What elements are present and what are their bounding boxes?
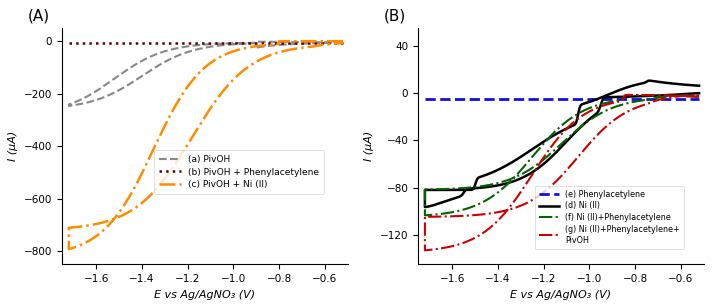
(a) PivOH: [283, 40, 291, 44]
Legend: (e) Phenylacetylene, (d) Ni (II), (f) Ni (II)+Phenylacetylene, (g) Ni (II)+Pheny: (e) Phenylacetylene, (d) Ni (II), (f) Ni…: [535, 186, 684, 249]
(f) Ni (II)+Phenylacetylene: [506, 180, 514, 184]
Line: (c) PivOH + Ni (II): (c) PivOH + Ni (II): [69, 41, 343, 249]
(a) PivOH: [339, 41, 347, 44]
(e) Phenylacetylene: [593, 97, 602, 101]
(e) Phenylacetylene: [529, 97, 538, 101]
(b) PivOH + Phenylacetylene: [237, 42, 246, 45]
(a) PivOH: [168, 56, 177, 60]
(f) Ni (II)+Phenylacetylene: [687, 93, 696, 97]
(g) Ni (II)+Phenylacetylene+
PivOH: [695, 93, 703, 97]
(g) Ni (II)+Phenylacetylene+
PivOH: [592, 135, 600, 138]
(g) Ni (II)+Phenylacetylene+
PivOH: [695, 95, 703, 99]
(b) PivOH + Phenylacetylene: [339, 42, 347, 45]
(b) PivOH + Phenylacetylene: [264, 42, 273, 45]
(e) Phenylacetylene: [421, 97, 429, 101]
X-axis label: E vs Ag/AgNO₃ (V): E vs Ag/AgNO₃ (V): [155, 290, 256, 300]
(b) PivOH + Phenylacetylene: [154, 42, 162, 45]
Line: (d) Ni (II): (d) Ni (II): [425, 81, 699, 207]
(b) PivOH + Phenylacetylene: [263, 42, 271, 45]
(c) PivOH + Ni (II): [339, 39, 347, 43]
(f) Ni (II)+Phenylacetylene: [421, 213, 429, 217]
(e) Phenylacetylene: [695, 97, 703, 101]
Legend: (a) PivOH, (b) PivOH + Phenylacetylene, (c) PivOH + Ni (II): (a) PivOH, (b) PivOH + Phenylacetylene, …: [155, 150, 324, 194]
Y-axis label: I (μA): I (μA): [365, 131, 375, 161]
(g) Ni (II)+Phenylacetylene+
PivOH: [421, 249, 429, 252]
X-axis label: E vs Ag/AgNO₃ (V): E vs Ag/AgNO₃ (V): [511, 290, 612, 300]
(f) Ni (II)+Phenylacetylene: [441, 211, 450, 215]
(g) Ni (II)+Phenylacetylene+
PivOH: [441, 246, 450, 249]
(g) Ni (II)+Phenylacetylene+
PivOH: [434, 215, 443, 218]
(e) Phenylacetylene: [510, 97, 518, 101]
(c) PivOH + Ni (II): [236, 71, 244, 75]
(f) Ni (II)+Phenylacetylene: [695, 95, 703, 99]
(g) Ni (II)+Phenylacetylene+
PivOH: [687, 93, 696, 97]
(a) PivOH: [339, 41, 347, 44]
(d) Ni (II): [421, 205, 429, 209]
(d) Ni (II): [441, 200, 450, 203]
(c) PivOH + Ni (II): [206, 61, 214, 65]
(e) Phenylacetylene: [620, 97, 629, 101]
(c) PivOH + Ni (II): [65, 247, 73, 251]
(b) PivOH + Phenylacetylene: [65, 42, 73, 45]
(e) Phenylacetylene: [619, 97, 627, 101]
Text: (A): (A): [28, 8, 50, 23]
(a) PivOH: [219, 43, 228, 47]
(f) Ni (II)+Phenylacetylene: [592, 114, 600, 118]
(d) Ni (II): [687, 83, 696, 87]
Text: (B): (B): [384, 8, 406, 23]
(a) PivOH: [96, 86, 105, 90]
(g) Ni (II)+Phenylacetylene+
PivOH: [562, 127, 570, 131]
(d) Ni (II): [506, 180, 514, 184]
(d) Ni (II): [695, 84, 703, 87]
Line: (f) Ni (II)+Phenylacetylene: (f) Ni (II)+Phenylacetylene: [425, 95, 699, 215]
(e) Phenylacetylene: [454, 97, 462, 101]
(f) Ni (II)+Phenylacetylene: [695, 93, 703, 96]
(d) Ni (II): [695, 91, 703, 95]
(b) PivOH + Phenylacetylene: [98, 42, 106, 45]
(b) PivOH + Phenylacetylene: [173, 42, 182, 45]
(c) PivOH + Ni (II): [331, 42, 340, 46]
Line: (a) PivOH: (a) PivOH: [69, 42, 343, 106]
Line: (g) Ni (II)+Phenylacetylene+
PivOH: (g) Ni (II)+Phenylacetylene+ PivOH: [425, 95, 699, 250]
(d) Ni (II): [645, 79, 654, 83]
(c) PivOH + Ni (II): [78, 225, 87, 228]
(c) PivOH + Ni (II): [339, 41, 347, 45]
(d) Ni (II): [434, 188, 443, 192]
(f) Ni (II)+Phenylacetylene: [562, 120, 570, 124]
(d) Ni (II): [562, 140, 570, 144]
(a) PivOH: [229, 43, 237, 46]
(f) Ni (II)+Phenylacetylene: [434, 187, 443, 191]
(c) PivOH + Ni (II): [85, 239, 94, 242]
(a) PivOH: [65, 104, 73, 108]
(a) PivOH: [116, 73, 125, 76]
(a) PivOH: [252, 40, 261, 43]
Y-axis label: I (μA): I (μA): [9, 131, 19, 161]
(g) Ni (II)+Phenylacetylene+
PivOH: [506, 205, 514, 209]
(c) PivOH + Ni (II): [150, 146, 158, 150]
(d) Ni (II): [592, 98, 600, 101]
